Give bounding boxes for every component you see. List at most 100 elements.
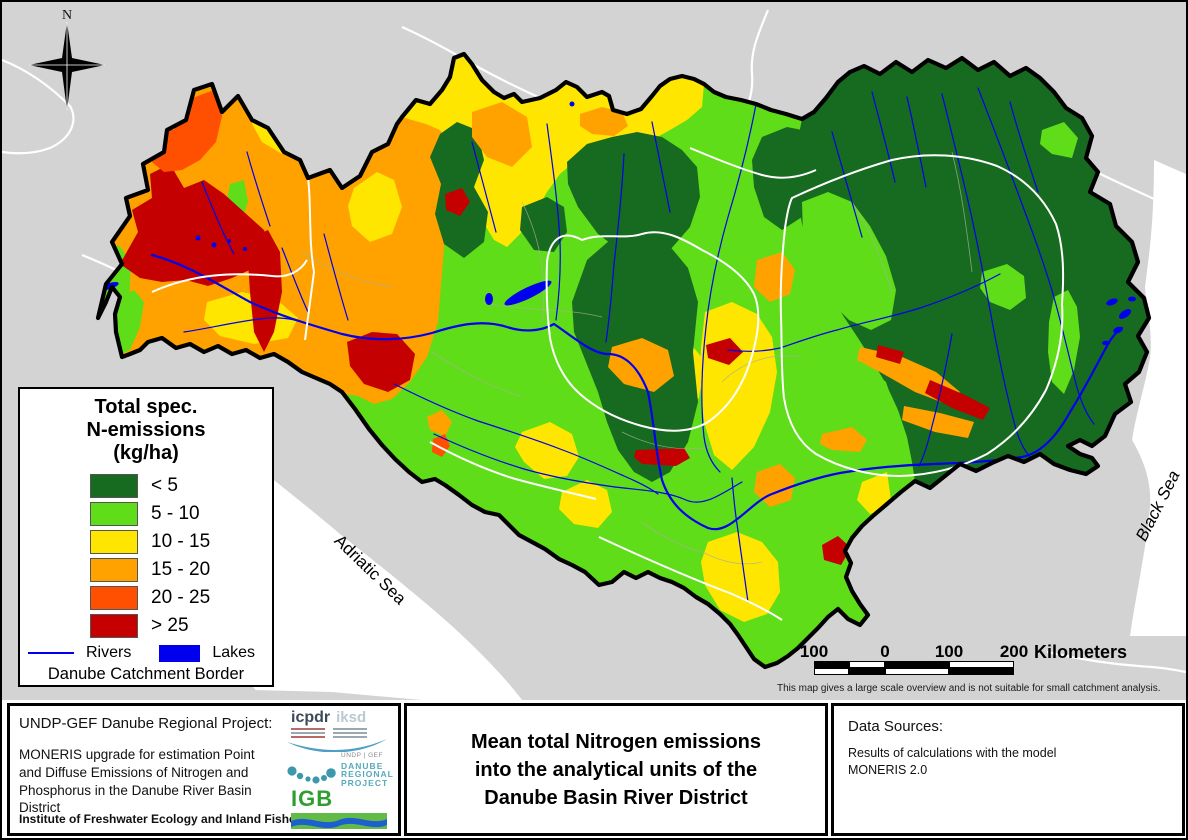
legend-row: 20 - 25 [20, 584, 272, 612]
region-dark-red [876, 345, 904, 364]
region-dark-green [520, 197, 567, 252]
data-sources-heading: Data Sources: [848, 718, 944, 735]
delta-lake [1128, 296, 1136, 302]
icpdr-logo: icpdr iksd [285, 709, 395, 752]
legend-class-label: 15 - 20 [151, 559, 211, 580]
map-title-box: Mean total Nitrogen emissions into the a… [404, 703, 828, 836]
region-red-orange [152, 90, 222, 172]
rivers-label: Rivers [86, 644, 132, 661]
legend-classes: < 5 5 - 10 10 - 15 15 - 20 20 - 25 > 25 [20, 472, 272, 640]
igb-logo: IGB [285, 788, 395, 832]
region-orange [427, 410, 452, 436]
north-arrow: N [22, 8, 112, 118]
north-label: N [61, 8, 73, 23]
legend-row: 5 - 10 [20, 500, 272, 528]
region-yellow [348, 172, 402, 242]
lake-neusiedl [485, 293, 493, 305]
undp-gef-drp-logo: UNDP | GEF DANUBE REGIONAL PROJECT [285, 752, 395, 788]
undp-gef-label: UNDP | GEF [341, 752, 383, 759]
scale-bar: 100 0 100 200 Kilometers [800, 642, 1144, 678]
alpine-lake [227, 239, 231, 243]
region-dark-red [248, 230, 282, 352]
data-sources-box: Data Sources: Results of calculations wi… [831, 703, 1185, 836]
legend-row: > 25 [20, 612, 272, 640]
small-lake [569, 101, 575, 107]
region-dark-red [347, 332, 415, 392]
institute-label: Institute of Freshwater Ecology and Inla… [19, 812, 318, 826]
alpine-lake [211, 242, 217, 248]
lakes-label: Lakes [212, 644, 256, 661]
icpdr-wordmark: icpdr [291, 709, 331, 726]
lake-symbol [159, 644, 201, 662]
region-yellow [515, 422, 579, 479]
delta-lake [1102, 340, 1110, 346]
drp-label-1: DANUBE [341, 760, 384, 771]
drp-label-2: REGIONAL [341, 769, 394, 779]
region-yellow [559, 480, 612, 528]
icpdr-smallprint [285, 728, 395, 738]
project-heading: UNDP-GEF Danube Regional Project: [19, 715, 273, 732]
legend-row: 10 - 15 [20, 528, 272, 556]
region-yellow [857, 472, 892, 514]
scale-label-0: 0 [880, 642, 890, 661]
lake-balaton [504, 280, 552, 306]
legend-symbols-row: Rivers Lakes [20, 643, 272, 663]
legend-class-label: 20 - 25 [151, 587, 211, 608]
region-light-green [802, 192, 896, 330]
legend-swatch-gt25 [90, 614, 138, 638]
alpine-lake [195, 235, 201, 241]
igb-wordmark: IGB [291, 786, 334, 811]
legend-row: < 5 [20, 472, 272, 500]
data-sources-body: Results of calculations with the model M… [848, 746, 1057, 777]
delta-lake [1106, 298, 1118, 306]
alpine-lake [243, 247, 247, 251]
scale-label-100-left: 100 [799, 642, 829, 661]
scale-unit-label: Kilometers [1034, 642, 1128, 662]
region-orange [754, 464, 795, 507]
region-orange [820, 427, 867, 452]
undp-dots-icon [287, 766, 336, 784]
legend-swatch-15-20 [90, 558, 138, 582]
region-orange [608, 338, 674, 392]
legend-swatch-20-25 [90, 586, 138, 610]
region-light-green [980, 264, 1026, 310]
legend-title: Total spec. N-emissions (kg/ha) [86, 396, 206, 464]
region-dark-red [822, 536, 851, 565]
region-dark-red [706, 338, 743, 365]
lakes-layer [101, 101, 1136, 346]
map-title: Mean total Nitrogen emissions into the a… [470, 730, 762, 809]
region-yellow [701, 532, 780, 622]
legend-box: Total spec. N-emissions (kg/ha) < 5 5 - … [18, 387, 274, 687]
adriatic-islands [252, 452, 548, 700]
region-light-green [1040, 122, 1078, 158]
legend-class-label: < 5 [151, 475, 178, 496]
iksd-wordmark: iksd [336, 709, 367, 726]
river-line-symbol [28, 652, 74, 654]
scale-bar-graphic [814, 661, 1014, 675]
region-orange [472, 102, 532, 167]
rivers-layer [150, 87, 1124, 603]
danube-river [150, 253, 1124, 531]
igb-wave-icon [291, 813, 387, 829]
legend-swatch-lt5 [90, 474, 138, 498]
region-dark-red [634, 448, 690, 466]
project-info-box: UNDP-GEF Danube Regional Project: MONERI… [7, 703, 401, 836]
legend-row: 15 - 20 [20, 556, 272, 584]
delta-lake [1118, 309, 1132, 319]
icpdr-swoosh-icon [287, 739, 387, 752]
delta-lake [1113, 326, 1123, 334]
catchment-border-label: Danube Catchment Border [47, 665, 245, 683]
legend-swatch-5-10 [90, 502, 138, 526]
drp-label-3: PROJECT [341, 777, 389, 788]
tributary-rivers [183, 87, 1095, 603]
project-description: MONERIS upgrade for estimation Point and… [19, 747, 255, 816]
scale-label-100: 100 [934, 642, 964, 661]
legend-swatch-10-15 [90, 530, 138, 554]
region-dark-green [567, 132, 700, 260]
scale-label-200: 200 [999, 642, 1029, 661]
logo-column: icpdr iksd [285, 709, 395, 832]
region-orange [754, 252, 795, 302]
black-sea [1130, 160, 1186, 636]
legend-class-label: 5 - 10 [151, 503, 200, 524]
